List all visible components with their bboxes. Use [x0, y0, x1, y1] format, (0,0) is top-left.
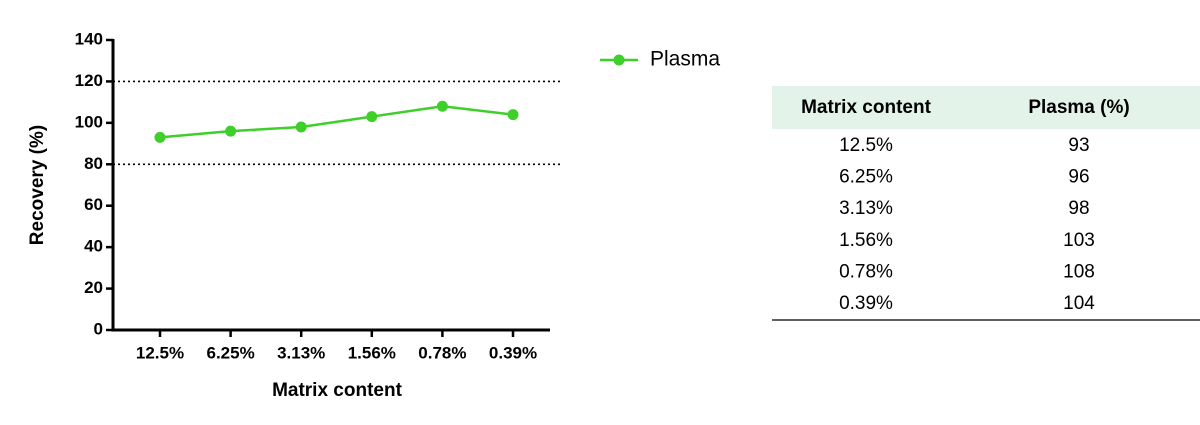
legend-label: Plasma	[650, 48, 720, 71]
point	[366, 111, 378, 123]
table-cell: 96	[1068, 167, 1089, 188]
point	[436, 100, 448, 112]
y-tick-label: 60	[84, 195, 103, 214]
x-tick-label: 12.5%	[136, 343, 184, 362]
y-tick-label: 40	[84, 237, 103, 256]
table-cell: 103	[1063, 230, 1095, 251]
table-cell: 1.56%	[839, 230, 893, 251]
table-cell: 93	[1068, 135, 1089, 156]
point	[507, 109, 519, 121]
x-tick-label: 3.13%	[277, 343, 325, 362]
y-tick-label: 120	[75, 71, 103, 90]
x-tick-label: 0.39%	[489, 343, 537, 362]
legend-marker	[613, 54, 625, 66]
y-tick-label: 0	[94, 319, 103, 338]
table-cell: 108	[1063, 261, 1095, 282]
table-cell: 3.13%	[839, 198, 893, 219]
x-axis-title: Matrix content	[272, 380, 403, 401]
table-cell: 12.5%	[839, 135, 893, 156]
y-tick-label: 20	[84, 278, 103, 297]
x-tick-label: 1.56%	[348, 343, 396, 362]
table-header: Plasma (%)	[1028, 97, 1129, 118]
y-tick-label: 100	[75, 112, 103, 131]
table-cell: 0.78%	[839, 261, 893, 282]
point	[295, 121, 307, 133]
y-tick-label: 140	[75, 29, 103, 48]
x-tick-label: 6.25%	[206, 343, 254, 362]
series-line	[159, 105, 514, 139]
table-cell: 104	[1063, 293, 1095, 314]
table-header-band	[772, 86, 1200, 129]
y-tick-label: 80	[84, 154, 103, 173]
table-cell: 0.39%	[839, 293, 893, 314]
point	[225, 125, 237, 137]
table-cell: 98	[1068, 198, 1089, 219]
table-header: Matrix content	[801, 97, 932, 118]
point	[154, 131, 166, 143]
y-axis-title: Recovery (%)	[27, 125, 48, 245]
table-cell: 6.25%	[839, 167, 893, 188]
x-tick-label: 0.78%	[418, 343, 466, 362]
